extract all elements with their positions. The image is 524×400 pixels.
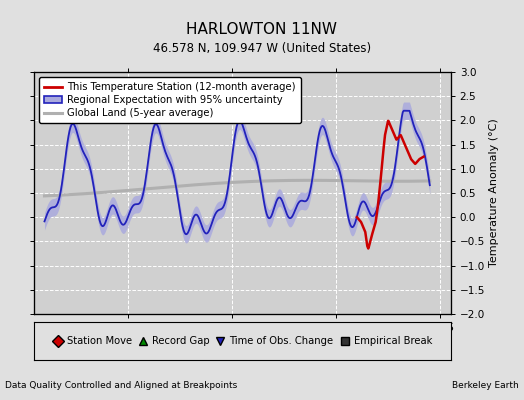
Text: 2015: 2015 [426,323,454,333]
Legend: Station Move, Record Gap, Time of Obs. Change, Empirical Break: Station Move, Record Gap, Time of Obs. C… [50,333,435,349]
Text: Berkeley Earth: Berkeley Earth [452,381,519,390]
Text: 2010: 2010 [322,323,350,333]
Text: 46.578 N, 109.947 W (United States): 46.578 N, 109.947 W (United States) [153,42,371,55]
Legend: This Temperature Station (12-month average), Regional Expectation with 95% uncer: This Temperature Station (12-month avera… [39,77,301,123]
Text: 2000: 2000 [114,323,142,333]
Y-axis label: Temperature Anomaly (°C): Temperature Anomaly (°C) [489,119,499,267]
Text: 2005: 2005 [218,323,246,333]
Text: Data Quality Controlled and Aligned at Breakpoints: Data Quality Controlled and Aligned at B… [5,381,237,390]
Text: HARLOWTON 11NW: HARLOWTON 11NW [187,22,337,37]
